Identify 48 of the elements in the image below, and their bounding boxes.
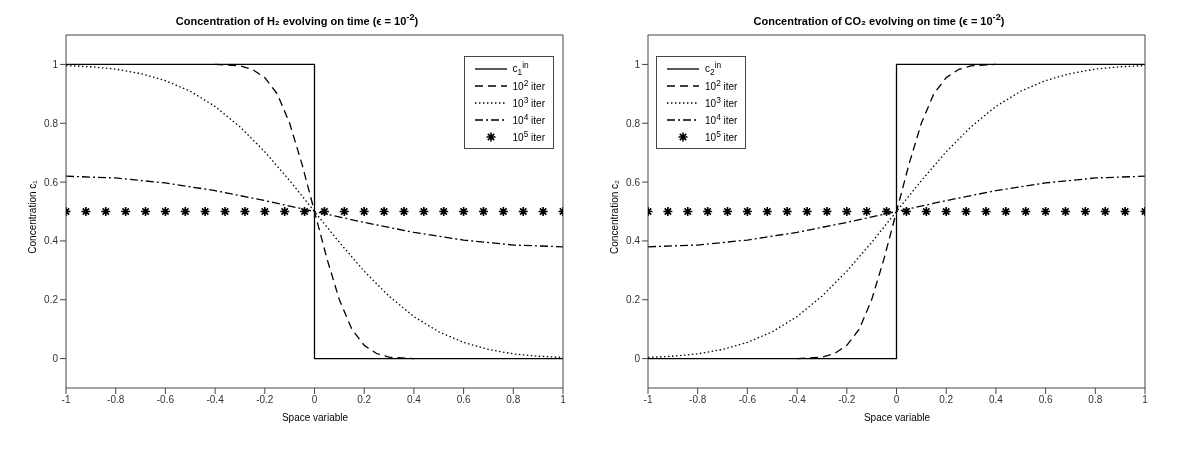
- y-tick-label: 1: [52, 58, 59, 70]
- y-tick-label: 0.2: [44, 294, 59, 306]
- y-tick-label: 0.6: [44, 176, 59, 188]
- x-tick-label: 0.4: [988, 394, 1004, 406]
- chart-title: Concentration of CO₂ evolving on time (ϵ = 10$^{-2}$): [752, 11, 1006, 27]
- x-axis-title: Space variable: [280, 412, 350, 423]
- x-tick-label: 0.8: [1088, 394, 1103, 406]
- x-tick-label: 0.6: [1038, 394, 1053, 406]
- legend-label: 10$^{4}$ iter: [512, 112, 545, 127]
- x-tick-label: 0.2: [939, 394, 954, 406]
- y-tick-label: 0.4: [626, 235, 641, 247]
- y-tick-label: 0.4: [44, 235, 59, 247]
- x-tick-label: 0.4: [406, 394, 422, 406]
- x-tick-label: 0: [311, 394, 318, 406]
- y-tick-label: 0.8: [44, 117, 59, 129]
- x-tick-label: 1: [1142, 394, 1149, 406]
- x-tick-label: -0.8: [689, 394, 707, 406]
- chart-title: Concentration of H₂ evolving on time (ϵ = 10$^{-2}$): [174, 11, 420, 27]
- y-axis-title: Concentration c₁: [26, 180, 38, 254]
- legend-label: 10$^{5}$ iter: [512, 129, 545, 144]
- y-tick-label: 0: [52, 353, 59, 365]
- x-tick-label: -0.6: [738, 394, 757, 406]
- x-tick-label: -1: [643, 394, 653, 406]
- x-axis-title: Space variable: [862, 412, 932, 423]
- x-tick-label: -0.2: [838, 394, 856, 406]
- x-tick-label: -0.8: [107, 394, 125, 406]
- legend-label: 10$^{2}$ iter: [705, 78, 738, 93]
- legend-label: 10$^{4}$ iter: [705, 112, 738, 127]
- legend-label: 10$^{3}$ iter: [512, 95, 545, 110]
- y-tick-label: 0.8: [626, 117, 641, 129]
- legend-label: 10$^{5}$ iter: [705, 129, 738, 144]
- y-tick-label: 0.6: [626, 176, 641, 188]
- x-tick-label: 0: [893, 394, 900, 406]
- legend-label: 10$^{2}$ iter: [512, 78, 545, 93]
- x-tick-label: -0.4: [788, 394, 807, 406]
- x-tick-label: -1: [61, 394, 71, 406]
- x-tick-label: -0.6: [156, 394, 175, 406]
- x-tick-label: 0.6: [456, 394, 471, 406]
- x-tick-label: 0.2: [357, 394, 372, 406]
- x-tick-label: -0.2: [256, 394, 274, 406]
- x-tick-label: 0.8: [506, 394, 521, 406]
- y-axis-title: Concentration c₂: [608, 180, 620, 254]
- y-tick-label: 0.2: [626, 294, 641, 306]
- x-tick-label: 1: [560, 394, 567, 406]
- y-tick-label: 0: [634, 353, 641, 365]
- legend-label: 10$^{3}$ iter: [705, 95, 738, 110]
- y-tick-label: 1: [634, 58, 641, 70]
- x-tick-label: -0.4: [206, 394, 225, 406]
